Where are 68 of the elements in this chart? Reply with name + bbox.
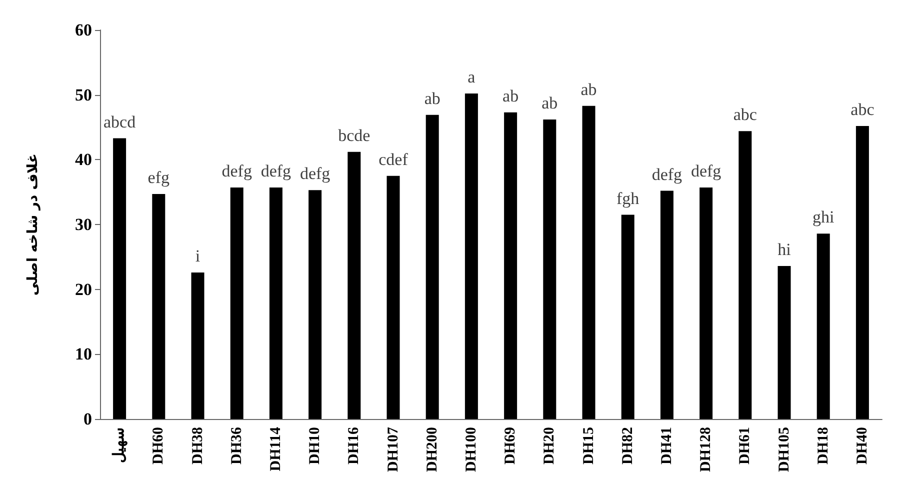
y-tick-label: 50 (75, 85, 92, 104)
bar (543, 119, 556, 419)
x-tick-label: DH18 (815, 427, 832, 464)
bar (426, 114, 439, 419)
annotation: abc (733, 105, 758, 124)
x-tick-label: DH10 (307, 427, 324, 464)
x-tick-label: DH40 (854, 427, 870, 464)
x-tick-label: سهیل (112, 427, 128, 463)
x-tick-label: DH38 (190, 427, 206, 464)
bar (113, 138, 126, 419)
x-tick-label: DH15 (580, 427, 597, 464)
bar (386, 176, 400, 419)
x-tick-label: DH105 (776, 427, 792, 472)
x-tick-label: DH107 (385, 426, 402, 472)
bar (816, 234, 830, 419)
bar (778, 266, 791, 419)
x-tick-label: DH20 (542, 427, 558, 464)
bar (152, 194, 166, 419)
bar (269, 188, 282, 419)
bar (191, 272, 204, 419)
x-tick-label: DH60 (150, 427, 167, 464)
bar (660, 190, 674, 419)
annotation: defg (300, 164, 331, 184)
bar (738, 131, 752, 419)
bar (308, 190, 322, 419)
y-tick-label: 0 (84, 410, 92, 428)
annotation: efg (148, 168, 170, 188)
bar (348, 152, 361, 419)
annotation: ab (424, 88, 440, 108)
annotation: a (468, 68, 476, 87)
annotation: i (195, 246, 200, 266)
x-tick-label: DH69 (502, 427, 519, 464)
bar (504, 112, 518, 419)
y-tick-label: 30 (75, 215, 92, 234)
y-axis-title: غلاف در شاخه اصلی (25, 153, 41, 296)
x-tick-label: DH128 (698, 427, 714, 472)
x-tick-label: DH36 (228, 426, 245, 464)
annotation: defg (222, 162, 252, 181)
x-tick-label: DH200 (424, 427, 440, 472)
x-tick-label: DH41 (658, 427, 675, 464)
bar (856, 126, 869, 419)
x-tick-label: DH114 (268, 426, 284, 472)
bar (464, 94, 478, 419)
x-tick-label: DH16 (346, 426, 362, 464)
annotation: fgh (616, 188, 640, 208)
bar (700, 188, 713, 419)
bar (230, 188, 244, 419)
x-tick-label: DH82 (620, 427, 636, 464)
annotation: ghi (812, 208, 834, 227)
annotation: abcd (104, 112, 136, 132)
annotation: abc (850, 100, 875, 119)
bar (621, 214, 634, 419)
y-tick-label: 10 (75, 344, 92, 364)
y-tick-label: 20 (75, 280, 92, 299)
annotation: defg (260, 162, 292, 181)
annotation: ab (580, 80, 597, 99)
bar (582, 106, 596, 419)
x-tick-label: DH61 (737, 427, 754, 464)
annotation: ab (502, 86, 519, 106)
annotation: cdef (378, 150, 408, 169)
x-tick-label: DH100 (463, 427, 480, 472)
annotation: bcde (338, 126, 370, 145)
annotation: ab (542, 93, 558, 112)
annotation: defg (690, 162, 722, 181)
annotation: defg (652, 164, 683, 184)
annotation: hi (778, 240, 792, 259)
y-tick-label: 60 (75, 20, 92, 40)
y-tick-label: 40 (75, 150, 92, 170)
